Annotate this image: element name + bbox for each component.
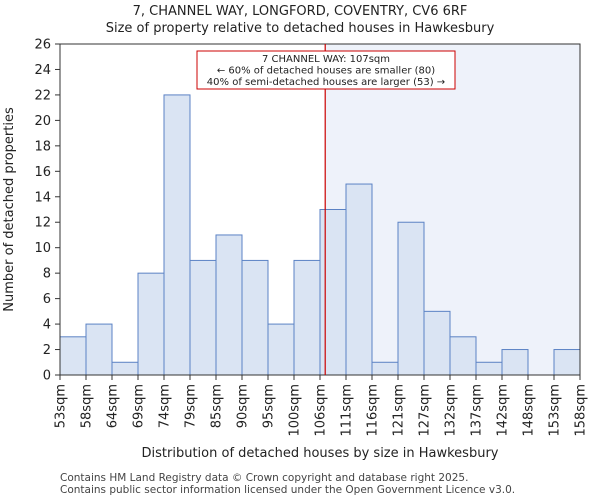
x-tick-label: 153sqm (548, 384, 563, 437)
x-tick-label: 85sqm (210, 384, 225, 428)
annotation-box: 7 CHANNEL WAY: 107sqm ← 60% of detached … (196, 50, 456, 90)
footer-line-2: Contains public sector information licen… (60, 484, 516, 496)
x-tick-label: 69sqm (132, 384, 147, 428)
annotation-line-3: 40% of semi-detached houses are larger (… (207, 77, 445, 88)
bar-74sqm (163, 94, 191, 376)
bar-106sqm (319, 209, 347, 376)
x-tick-label: 116sqm (366, 384, 381, 437)
y-tick-label: 22 (34, 88, 51, 103)
bar-121sqm (397, 221, 425, 376)
y-tick-label: 20 (34, 114, 51, 129)
y-tick-label: 12 (34, 216, 51, 231)
plot-frame (59, 43, 581, 376)
bar-111sqm (345, 183, 373, 376)
bar-100sqm (293, 259, 321, 376)
annotation-line-2: ← 60% of detached houses are smaller (80… (217, 66, 435, 77)
x-tick-label: 53sqm (54, 384, 69, 428)
x-tick-label: 111sqm (340, 384, 355, 437)
bar-116sqm (371, 361, 399, 376)
bar-58sqm (85, 323, 113, 376)
x-tick-label: 74sqm (158, 384, 173, 428)
bar-53sqm (59, 336, 87, 376)
y-tick-label: 24 (34, 63, 51, 78)
y-axis-label: Number of detached properties (2, 107, 17, 312)
bar-153sqm (553, 349, 581, 376)
y-tick-label: 8 (43, 267, 51, 282)
y-tick-label: 6 (43, 292, 51, 307)
bar-79sqm (189, 259, 217, 376)
y-tick-label: 14 (34, 190, 51, 205)
x-tick-label: 90sqm (236, 384, 251, 428)
chart-title: 7, CHANNEL WAY, LONGFORD, COVENTRY, CV6 … (132, 4, 468, 19)
x-tick-label: 148sqm (522, 384, 537, 437)
bars-group (59, 94, 581, 376)
x-tick-label: 142sqm (496, 384, 511, 437)
x-tick-label: 137sqm (470, 384, 485, 437)
x-tick-label: 79sqm (184, 384, 199, 428)
x-axis: 53sqm 58sqm 64sqm 69sqm 74sqm 79sqm 85sqm 90sqm… (54, 375, 589, 437)
x-tick-label: 121sqm (392, 384, 407, 437)
bar-95sqm (267, 323, 295, 376)
bar-69sqm (137, 272, 165, 376)
x-tick-label: 127sqm (418, 384, 433, 437)
x-tick-label: 95sqm (262, 384, 277, 428)
y-tick-label: 2 (43, 343, 51, 358)
bar-127sqm (423, 310, 451, 376)
y-tick-label: 0 (43, 369, 51, 384)
x-tick-label: 106sqm (314, 384, 329, 437)
y-tick-label: 10 (34, 241, 51, 256)
x-tick-label: 58sqm (80, 384, 95, 428)
bar-90sqm (241, 259, 269, 376)
x-tick-label: 100sqm (288, 384, 303, 437)
x-tick-label: 64sqm (106, 384, 121, 428)
y-tick-label: 16 (34, 165, 51, 180)
y-tick-label: 4 (43, 318, 51, 333)
footer-line-1: Contains HM Land Registry data © Crown c… (60, 472, 469, 484)
bar-64sqm (111, 361, 139, 376)
annotation-rect (196, 50, 456, 90)
y-tick-label: 26 (34, 38, 51, 53)
annotation-line-1: 7 CHANNEL WAY: 107sqm (262, 54, 390, 65)
bar-132sqm (449, 336, 477, 376)
y-tick-label: 18 (34, 139, 51, 154)
chart-subtitle: Size of property relative to detached ho… (105, 21, 495, 36)
bar-142sqm (501, 349, 529, 376)
bar-137sqm (475, 361, 503, 376)
x-tick-label: 158sqm (574, 384, 589, 437)
x-axis-label: Distribution of detached houses by size … (142, 446, 499, 461)
bar-85sqm (215, 234, 243, 376)
x-tick-label: 132sqm (444, 384, 459, 437)
